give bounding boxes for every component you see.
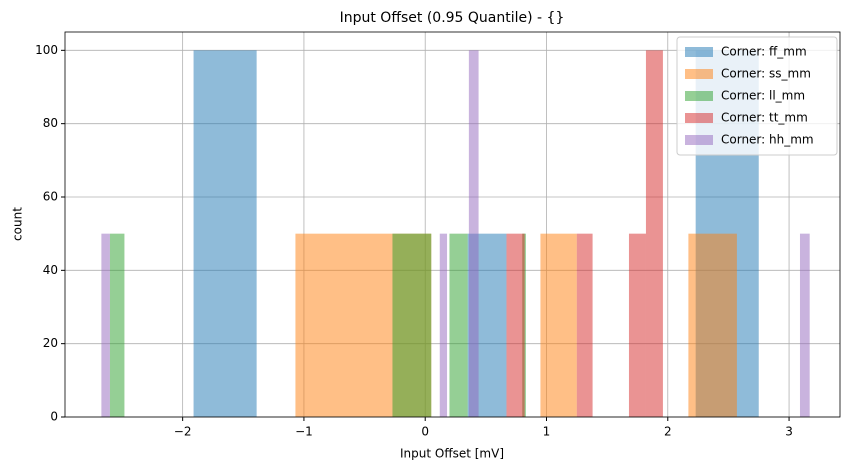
bar [645,50,663,417]
bar [449,233,468,417]
bar [101,233,110,417]
legend-label: Corner: ss_mm [721,67,811,81]
bar [193,50,257,417]
y-tick-label: 40 [43,263,58,277]
legend-box [676,36,838,156]
legend-label: Corner: hh_mm [721,133,814,147]
plot-frame [64,31,841,418]
legend-swatch [685,69,713,79]
legend-label: Corner: ll_mm [721,89,805,103]
y-tick-label: 20 [43,336,58,350]
bar [439,233,448,417]
bar [628,233,646,417]
legend-label: Corner: ff_mm [721,45,807,59]
bar [799,233,810,417]
legend-swatch [685,113,713,123]
x-axis-label: Input Offset [mV] [400,447,504,461]
y-axis-label: count [11,207,25,241]
bar [109,233,125,417]
bar [468,50,479,417]
legend-swatch [685,91,713,101]
bar [576,233,593,417]
legend-swatch [685,135,713,145]
x-tick-label: 2 [664,425,672,439]
x-tick-label: −1 [295,425,313,439]
y-tick-label: 0 [50,410,58,424]
x-tick-label: 3 [785,425,793,439]
x-tick-label: 1 [543,425,551,439]
legend-label: Corner: tt_mm [721,111,808,125]
y-tick-label: 100 [35,43,58,57]
bar [506,233,525,417]
x-tick-label: −2 [174,425,192,439]
bar [540,233,577,417]
y-tick-label: 80 [43,116,58,130]
y-tick-label: 60 [43,190,58,204]
bar [392,233,432,417]
legend-swatch [685,47,713,57]
chart-title: Input Offset (0.95 Quantile) - {} [340,10,565,26]
x-tick-label: 0 [421,425,429,439]
bar [688,233,737,417]
